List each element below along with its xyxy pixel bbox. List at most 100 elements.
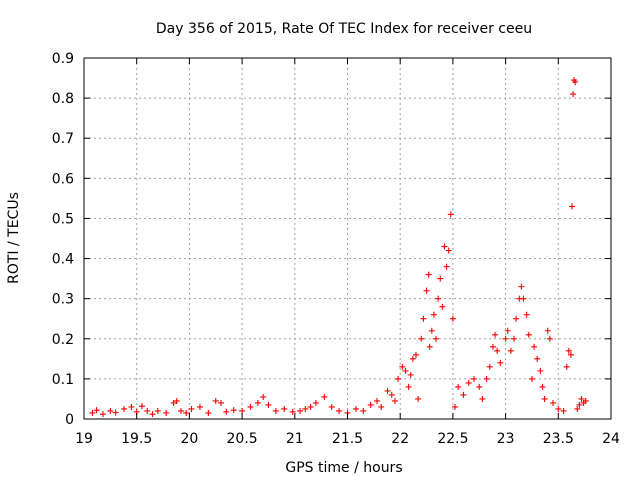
data-point — [441, 243, 448, 250]
data-point — [470, 375, 477, 382]
data-point — [260, 393, 267, 400]
data-point — [428, 327, 435, 334]
data-point — [513, 315, 520, 322]
data-point — [107, 407, 114, 414]
data-point — [289, 408, 296, 415]
data-point — [415, 395, 422, 402]
data-point — [425, 271, 432, 278]
data-point — [443, 263, 450, 270]
x-tick-label: 20.5 — [227, 431, 258, 447]
data-point — [576, 401, 583, 408]
x-tick-label: 22 — [391, 431, 409, 447]
data-point — [455, 383, 462, 390]
data-point — [89, 409, 96, 416]
data-point — [507, 347, 514, 354]
data-point — [447, 211, 454, 218]
data-point — [504, 327, 511, 334]
data-point — [550, 399, 557, 406]
data-point — [223, 408, 230, 415]
data-point — [565, 347, 572, 354]
x-axis-label: GPS time / hours — [285, 460, 402, 476]
grid-lines — [84, 58, 611, 419]
data-point — [413, 351, 420, 358]
data-point — [254, 399, 261, 406]
x-tick-label: 19 — [75, 431, 93, 447]
data-point — [312, 399, 319, 406]
data-point — [497, 359, 504, 366]
data-point — [555, 405, 562, 412]
data-point — [183, 409, 190, 416]
y-tick-label: 0.3 — [52, 292, 74, 308]
data-point — [563, 363, 570, 370]
data-point — [520, 295, 527, 302]
data-point — [409, 355, 416, 362]
data-point — [560, 407, 567, 414]
data-point — [570, 91, 577, 98]
x-tick-label: 20 — [180, 431, 198, 447]
x-tick-label: 22.5 — [437, 431, 468, 447]
x-tick-label: 23 — [497, 431, 515, 447]
data-point — [435, 295, 442, 302]
axis-ticks: 19 19.5 20 20.5 21 21.5 22 22.5 23 23.5 24 0 0.1 0.2 0… — [52, 51, 620, 447]
data-points — [89, 77, 589, 418]
data-point — [230, 407, 237, 414]
y-tick-label: 0.7 — [52, 131, 74, 147]
data-point — [541, 395, 548, 402]
y-axis-label: ROTI / TECUs — [6, 192, 22, 284]
data-point — [154, 407, 161, 414]
data-point — [426, 343, 433, 350]
data-point — [452, 403, 459, 410]
data-point — [494, 347, 501, 354]
data-point — [302, 405, 309, 412]
data-point — [177, 407, 184, 414]
data-point — [544, 327, 551, 334]
y-tick-label: 0.9 — [52, 51, 74, 67]
data-point — [205, 409, 212, 416]
data-point — [578, 395, 585, 402]
x-tick-label: 21 — [286, 431, 304, 447]
data-point — [112, 409, 119, 416]
data-point — [567, 351, 574, 358]
data-point — [265, 401, 272, 408]
data-point — [360, 407, 367, 414]
data-point — [173, 397, 180, 404]
x-tick-label: 23.5 — [543, 431, 574, 447]
data-point — [489, 343, 496, 350]
data-point — [492, 331, 499, 338]
data-point — [518, 283, 525, 290]
data-point — [420, 315, 427, 322]
data-point — [423, 287, 430, 294]
data-point — [407, 371, 414, 378]
data-point — [476, 383, 483, 390]
data-point — [218, 399, 225, 406]
data-point — [149, 411, 156, 418]
data-point — [418, 335, 425, 342]
data-point — [433, 335, 440, 342]
data-point — [399, 363, 406, 370]
data-point — [479, 395, 486, 402]
data-point — [367, 401, 374, 408]
data-point — [128, 403, 135, 410]
data-point — [378, 403, 385, 410]
data-point — [239, 407, 246, 414]
data-point — [336, 407, 343, 414]
data-point — [449, 315, 456, 322]
data-point — [511, 335, 518, 342]
data-point — [352, 405, 359, 412]
y-tick-label: 0.6 — [52, 171, 74, 187]
data-point — [539, 383, 546, 390]
data-point — [574, 405, 581, 412]
data-point — [569, 203, 576, 210]
y-tick-label: 0.4 — [52, 252, 74, 268]
x-tick-label: 21.5 — [332, 431, 363, 447]
data-point — [531, 343, 538, 350]
data-point — [445, 247, 452, 254]
y-tick-label: 0.1 — [52, 372, 74, 388]
data-point — [212, 397, 219, 404]
data-point — [546, 335, 553, 342]
data-point — [395, 375, 402, 382]
y-tick-label: 0.2 — [52, 332, 74, 348]
y-tick-label: 0.5 — [52, 211, 74, 227]
data-point — [528, 375, 535, 382]
data-point — [307, 403, 314, 410]
